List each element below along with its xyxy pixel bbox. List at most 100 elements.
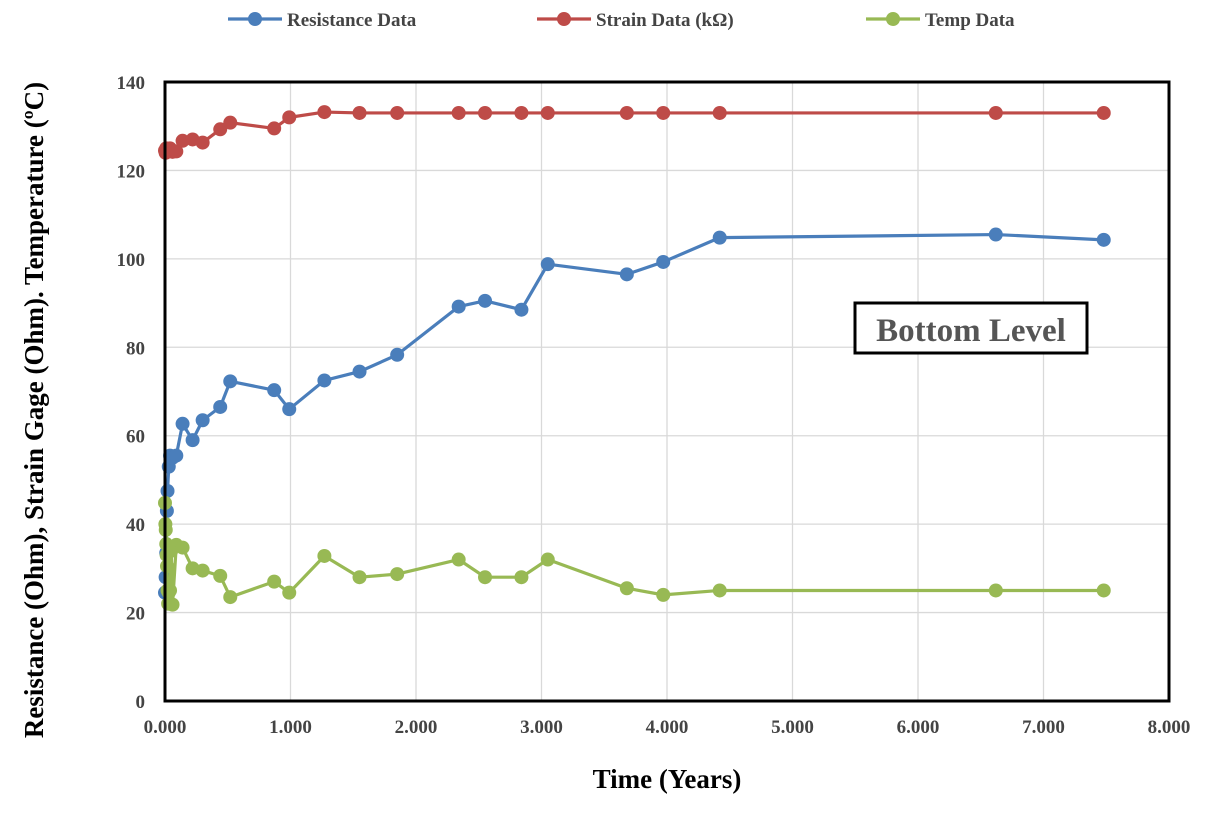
data-point [195,413,210,428]
series-2 [158,105,1111,160]
data-point [213,399,228,414]
legend-label: Strain Data (kΩ) [596,10,734,31]
y-tick-label: 40 [126,515,145,536]
data-point [712,230,727,245]
y-tick-label: 20 [126,604,145,625]
data-point [352,364,367,379]
annotation-box: Bottom Level [853,301,1089,355]
data-point [619,581,634,596]
legend-item: Resistance Data [228,10,417,31]
data-point [352,570,367,585]
data-point [451,552,466,567]
data-point [213,568,228,583]
legend: Resistance Data Strain Data (kΩ) Temp Data [228,10,1015,31]
data-point [540,552,555,567]
series-line [163,110,1104,155]
data-point [712,105,727,120]
x-axis-title: Time (Years) [593,764,742,794]
data-point [282,585,297,600]
data-point [169,448,184,463]
data-point [169,144,184,159]
data-point [175,540,190,555]
data-point [213,122,228,137]
x-tick-label: 1.000 [269,717,312,738]
data-point [451,299,466,314]
data-point [1096,105,1111,120]
x-tick-label: 5.000 [771,717,814,738]
y-tick-label: 80 [126,338,145,359]
x-tick-label: 0.000 [144,717,187,738]
y-axis-title: Resistance (Ohm), Strain Gage (Ohm). Tem… [19,82,49,738]
data-point [195,135,210,150]
data-point [352,105,367,120]
x-tick-label: 4.000 [646,717,689,738]
data-point [282,110,297,125]
data-point [317,373,332,388]
legend-label: Temp Data [925,10,1015,31]
data-point [267,121,282,136]
plot-area-border [163,80,1171,703]
tick-labels: 0.000 1.000 2.000 3.000 4.000 5.000 6.000 7.000… [117,73,1191,738]
data-point [223,374,238,389]
data-point [540,105,555,120]
series-line [163,502,1104,607]
data-point [267,383,282,398]
data-point [988,583,1003,598]
series-line [163,232,1104,593]
x-tick-label: 7.000 [1022,717,1065,738]
data-point [223,115,238,130]
data-point [223,590,238,605]
data-point [390,567,405,582]
data-point [514,105,529,120]
series-3 [158,495,1111,612]
data-point [656,105,671,120]
data-point [317,105,332,120]
x-tick-label: 6.000 [897,717,940,738]
legend-item: Strain Data (kΩ) [537,10,734,31]
data-point [160,483,175,498]
legend-item: Temp Data [866,10,1015,31]
data-point [1096,232,1111,247]
annotation-label: Bottom Level [876,313,1066,349]
data-point [712,583,727,598]
data-point [390,105,405,120]
grid-lines [164,81,1170,702]
data-point [478,105,493,120]
legend-marker [557,12,571,26]
data-point [317,548,332,563]
data-point [175,416,190,431]
data-point [478,570,493,585]
data-point [160,559,175,574]
data-point [540,257,555,272]
x-tick-label: 8.000 [1148,717,1191,738]
data-point [619,267,634,282]
data-point [451,105,466,120]
data-point [478,293,493,308]
data-point [1096,583,1111,598]
data-point [267,574,282,589]
y-tick-label: 0 [136,692,146,713]
data-point [165,597,180,612]
data-point [514,302,529,317]
y-tick-label: 120 [117,161,146,182]
data-point [514,570,529,585]
legend-marker [886,12,900,26]
data-point [619,105,634,120]
series-1 [158,227,1111,600]
data-point [656,254,671,269]
legend-label: Resistance Data [287,10,417,31]
data-point [390,347,405,362]
data-point [185,433,200,448]
data-point [656,587,671,602]
data-point [282,402,297,417]
y-tick-label: 140 [117,73,146,94]
data-point [195,563,210,578]
annotation-frame [853,301,1089,355]
y-tick-label: 60 [126,427,145,448]
series-layer [158,105,1111,612]
data-point [988,227,1003,242]
data-point [988,105,1003,120]
y-tick-label: 100 [117,250,146,271]
legend-marker [248,12,262,26]
